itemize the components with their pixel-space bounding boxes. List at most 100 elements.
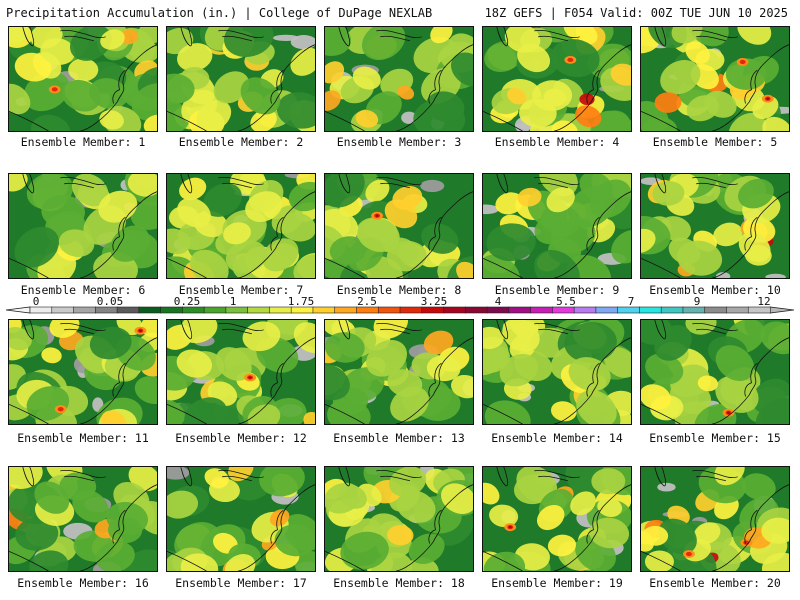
coastline bbox=[80, 484, 157, 571]
map-outlines bbox=[325, 27, 473, 131]
bay-outline bbox=[744, 362, 758, 397]
coastline bbox=[238, 484, 315, 571]
state-border bbox=[325, 258, 365, 278]
state-border bbox=[483, 258, 523, 278]
colorbar-graphic: 0 0.05 0.25 1 1.75 2.5 3.25 4 5.5 7 9 12 bbox=[5, 296, 795, 314]
lake-outline bbox=[692, 470, 738, 482]
precip-field bbox=[483, 320, 631, 424]
ensemble-panel bbox=[8, 466, 158, 572]
precip-map bbox=[483, 320, 631, 424]
map-outlines bbox=[641, 27, 789, 131]
precip-map bbox=[641, 27, 789, 131]
ensemble-member-caption: Ensemble Member: 20 bbox=[649, 576, 781, 590]
lake-outline bbox=[338, 27, 351, 47]
lake-outline bbox=[22, 174, 35, 194]
bay-outline bbox=[744, 509, 758, 544]
map-outlines bbox=[9, 467, 157, 571]
state-border bbox=[9, 551, 49, 571]
lake-outline bbox=[180, 174, 193, 194]
colorbar-tick-label: 0.05 bbox=[97, 296, 124, 308]
coastline bbox=[712, 484, 789, 571]
ensemble-member-caption: Ensemble Member: 7 bbox=[178, 283, 304, 297]
lake-outline bbox=[534, 470, 580, 482]
ensemble-panel bbox=[8, 26, 158, 132]
lake-outline bbox=[654, 27, 667, 47]
precip-map bbox=[483, 467, 631, 571]
precip-field bbox=[325, 320, 473, 424]
precip-field bbox=[167, 467, 315, 571]
bay-outline bbox=[270, 509, 284, 544]
lake-outline bbox=[496, 174, 509, 194]
ensemble-panel bbox=[166, 466, 316, 572]
precip-map bbox=[483, 27, 631, 131]
state-border bbox=[641, 111, 681, 131]
bay-outline bbox=[586, 69, 600, 104]
ensemble-member-caption: Ensemble Member: 11 bbox=[17, 431, 149, 445]
colorbar-swatch bbox=[138, 306, 162, 314]
bay-outline bbox=[428, 216, 442, 251]
precip-field bbox=[641, 320, 789, 424]
lake-outline bbox=[376, 177, 422, 189]
ensemble-member-caption: Ensemble Member: 9 bbox=[494, 283, 620, 297]
ensemble-member-caption: Ensemble Member: 4 bbox=[494, 135, 620, 149]
ensemble-panel bbox=[324, 466, 474, 572]
ensemble-panel bbox=[324, 26, 474, 132]
colorbar-swatch bbox=[704, 306, 728, 314]
lake-outline bbox=[338, 467, 351, 487]
precip-map bbox=[325, 320, 473, 424]
ensemble-member-caption: Ensemble Member: 2 bbox=[178, 135, 304, 149]
map-outlines bbox=[483, 320, 631, 424]
coastline bbox=[712, 337, 789, 424]
coastline bbox=[238, 191, 315, 278]
colorbar-swatch bbox=[639, 306, 662, 314]
map-outlines bbox=[641, 467, 789, 571]
lake-outline bbox=[180, 27, 193, 47]
map-outlines bbox=[641, 320, 789, 424]
state-border bbox=[325, 404, 365, 424]
bay-outline bbox=[586, 216, 600, 251]
state-border bbox=[167, 111, 207, 131]
precip-map bbox=[167, 467, 315, 571]
precip-map bbox=[9, 467, 157, 571]
colorbar-swatch bbox=[377, 306, 401, 314]
colorbar: 0 0.05 0.25 1 1.75 2.5 3.25 4 5.5 7 9 12 bbox=[0, 296, 800, 322]
colorbar-tick-label: 1.75 bbox=[288, 296, 315, 308]
ensemble-member-caption: Ensemble Member: 15 bbox=[649, 431, 781, 445]
map-outlines bbox=[483, 27, 631, 131]
colorbar-tick-label: 0.25 bbox=[174, 296, 201, 308]
precip-map bbox=[641, 174, 789, 278]
ensemble-panel bbox=[640, 173, 790, 279]
colorbar-swatch bbox=[73, 306, 96, 314]
precip-map bbox=[325, 174, 473, 278]
coastline bbox=[238, 337, 315, 424]
colorbar-swatch bbox=[399, 306, 423, 314]
precip-map bbox=[9, 320, 157, 424]
colorbar-tick-label: 4 bbox=[495, 296, 502, 308]
map-outlines bbox=[483, 467, 631, 571]
precip-map bbox=[9, 27, 157, 131]
ensemble-member-caption: Ensemble Member: 14 bbox=[491, 431, 623, 445]
lake-outline bbox=[376, 323, 422, 335]
ensemble-member-caption: Ensemble Member: 18 bbox=[333, 576, 465, 590]
lake-outline bbox=[534, 177, 580, 189]
lake-outline bbox=[180, 467, 193, 487]
precip-map bbox=[641, 320, 789, 424]
precip-field bbox=[167, 27, 315, 131]
bay-outline bbox=[744, 216, 758, 251]
precip-map bbox=[167, 320, 315, 424]
lake-outline bbox=[22, 320, 35, 340]
precip-field bbox=[484, 27, 631, 131]
lake-outline bbox=[218, 323, 264, 335]
ensemble-member-caption: Ensemble Member: 6 bbox=[20, 283, 146, 297]
coastline bbox=[554, 484, 631, 571]
ensemble-member-caption: Ensemble Member: 16 bbox=[17, 576, 149, 590]
bay-outline bbox=[112, 216, 126, 251]
colorbar-swatch bbox=[595, 306, 619, 314]
precip-field bbox=[483, 467, 631, 571]
lake-outline bbox=[218, 30, 264, 42]
precip-field bbox=[325, 467, 473, 571]
ensemble-panel bbox=[482, 319, 632, 425]
colorbar-tick-label: 7 bbox=[628, 296, 635, 308]
colorbar-swatch bbox=[334, 306, 358, 314]
lake-outline bbox=[338, 174, 351, 194]
